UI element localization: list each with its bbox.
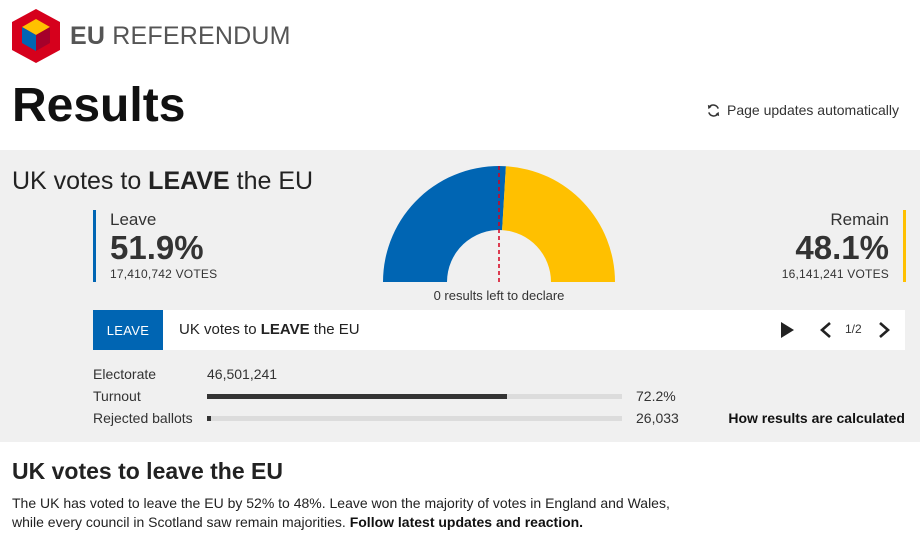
result-half-donut-chart	[383, 166, 615, 282]
leave-result: Leave 51.9% 17,410,742 VOTES	[93, 210, 217, 282]
brand-title: EU REFERENDUM	[70, 22, 291, 50]
leave-votes: 17,410,742 VOTES	[110, 267, 218, 281]
declare-status: 0 results left to declare	[433, 288, 565, 303]
turnout-bar	[207, 394, 622, 399]
story-heading: UK votes to leave the EU	[12, 458, 283, 484]
story-text: The UK has voted to leave the EU by 52% …	[12, 494, 702, 532]
how-results-calculated-link[interactable]: How results are calculated	[728, 410, 905, 426]
donut-slice-leave	[383, 166, 506, 282]
chevron-left-icon[interactable]	[819, 321, 833, 339]
remain-votes: 16,141,241 VOTES	[781, 267, 889, 281]
electorate-label: Electorate	[93, 366, 157, 382]
leave-percentage: 51.9%	[110, 229, 204, 266]
story-body: The UK has voted to leave the EU by 52% …	[12, 495, 670, 530]
turnout-value: 72.2%	[636, 388, 676, 404]
turnout-label: Turnout	[93, 388, 141, 404]
leave-tag: LEAVE	[93, 310, 163, 350]
rejected-ballots-bar-fill	[207, 416, 212, 421]
follow-updates-link[interactable]: Follow latest updates and reaction.	[349, 514, 584, 530]
eu-referendum-logo-icon	[12, 9, 60, 63]
remain-name: Remain	[830, 210, 889, 229]
result-headline: UK votes to LEAVE the EU	[12, 167, 314, 195]
rejected-ballots-value: 26,033	[636, 410, 679, 426]
auto-update-notice: Page updates automatically	[706, 102, 899, 118]
remain-result: Remain 48.1% 16,141,241 VOTES	[782, 210, 906, 282]
turnout-bar-fill	[207, 394, 507, 399]
auto-update-label: Page updates automatically	[727, 102, 899, 118]
donut-slice-remain	[502, 166, 615, 282]
leave-name: Leave	[110, 210, 157, 229]
carousel-text: UK votes to LEAVE the EU	[179, 321, 360, 338]
page-title: Results	[12, 79, 186, 132]
chevron-right-icon[interactable]	[877, 321, 891, 339]
remain-percentage: 48.1%	[795, 229, 889, 266]
electorate-value: 46,501,241	[207, 366, 278, 382]
rejected-ballots-bar	[207, 416, 622, 421]
results-panel: UK votes to LEAVE the EU Leave 51.9% 17,…	[0, 150, 920, 442]
carousel-page-indicator: 1/2	[845, 322, 862, 336]
rejected-ballots-label: Rejected ballots	[93, 410, 193, 426]
refresh-icon	[707, 103, 720, 117]
play-icon[interactable]	[779, 321, 795, 339]
result-carousel: LEAVE UK votes to LEAVE the EU 1/2	[93, 310, 905, 350]
